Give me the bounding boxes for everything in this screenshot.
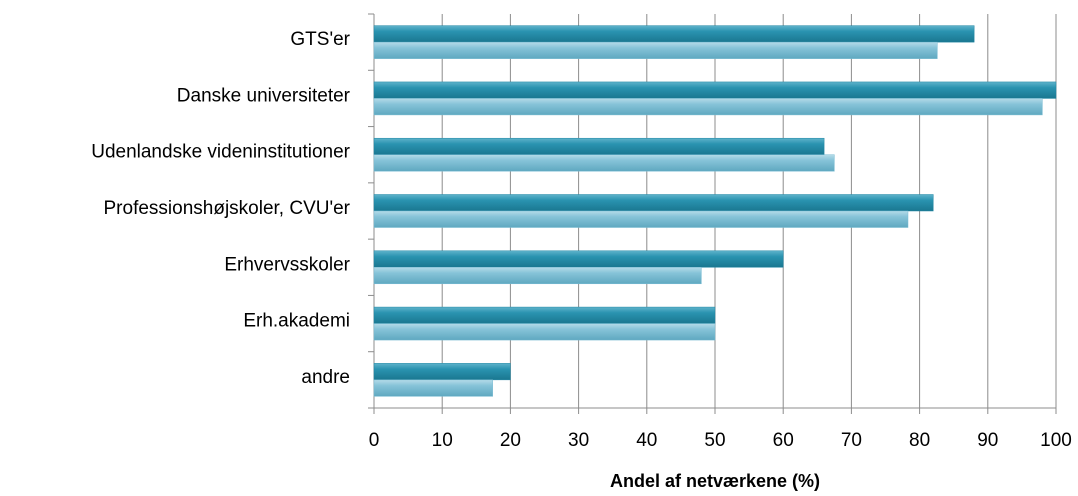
x-tick-label: 20 <box>500 430 521 451</box>
bar <box>373 306 716 324</box>
x-tick-label: 60 <box>773 430 794 451</box>
x-tick-label: 100 <box>1040 430 1072 451</box>
y-tick-label: Udenlandske videninstitutioner <box>91 142 350 163</box>
y-tick-label: Erhvervsskoler <box>224 254 350 275</box>
bar <box>373 41 938 59</box>
x-tick-label: 80 <box>909 430 930 451</box>
bar <box>373 194 934 212</box>
bar <box>373 267 702 285</box>
bar <box>373 250 784 268</box>
bar <box>373 98 1043 116</box>
bar <box>373 25 975 43</box>
bar <box>373 137 825 155</box>
y-tick-label: andre <box>301 367 350 388</box>
bar <box>373 379 493 397</box>
bar <box>373 210 909 228</box>
x-tick-label: 70 <box>841 430 862 451</box>
x-tick-label: 50 <box>704 430 725 451</box>
x-tick-label: 30 <box>568 430 589 451</box>
x-tick-label: 0 <box>369 430 380 451</box>
y-tick-label: Danske universiteter <box>177 85 351 106</box>
x-tick-label: 40 <box>636 430 657 451</box>
bar <box>373 81 1057 99</box>
x-tick-label: 90 <box>977 430 998 451</box>
bar <box>373 363 511 381</box>
y-tick-label: Professionshøjskoler, CVU'er <box>104 198 351 219</box>
bar <box>373 154 835 172</box>
x-tick-label: 10 <box>432 430 453 451</box>
y-tick-label: Erh.akademi <box>243 311 350 332</box>
x-axis-title: Andel af netværkene (%) <box>610 471 820 491</box>
y-tick-label: GTS'er <box>290 29 350 50</box>
bar <box>373 323 716 341</box>
